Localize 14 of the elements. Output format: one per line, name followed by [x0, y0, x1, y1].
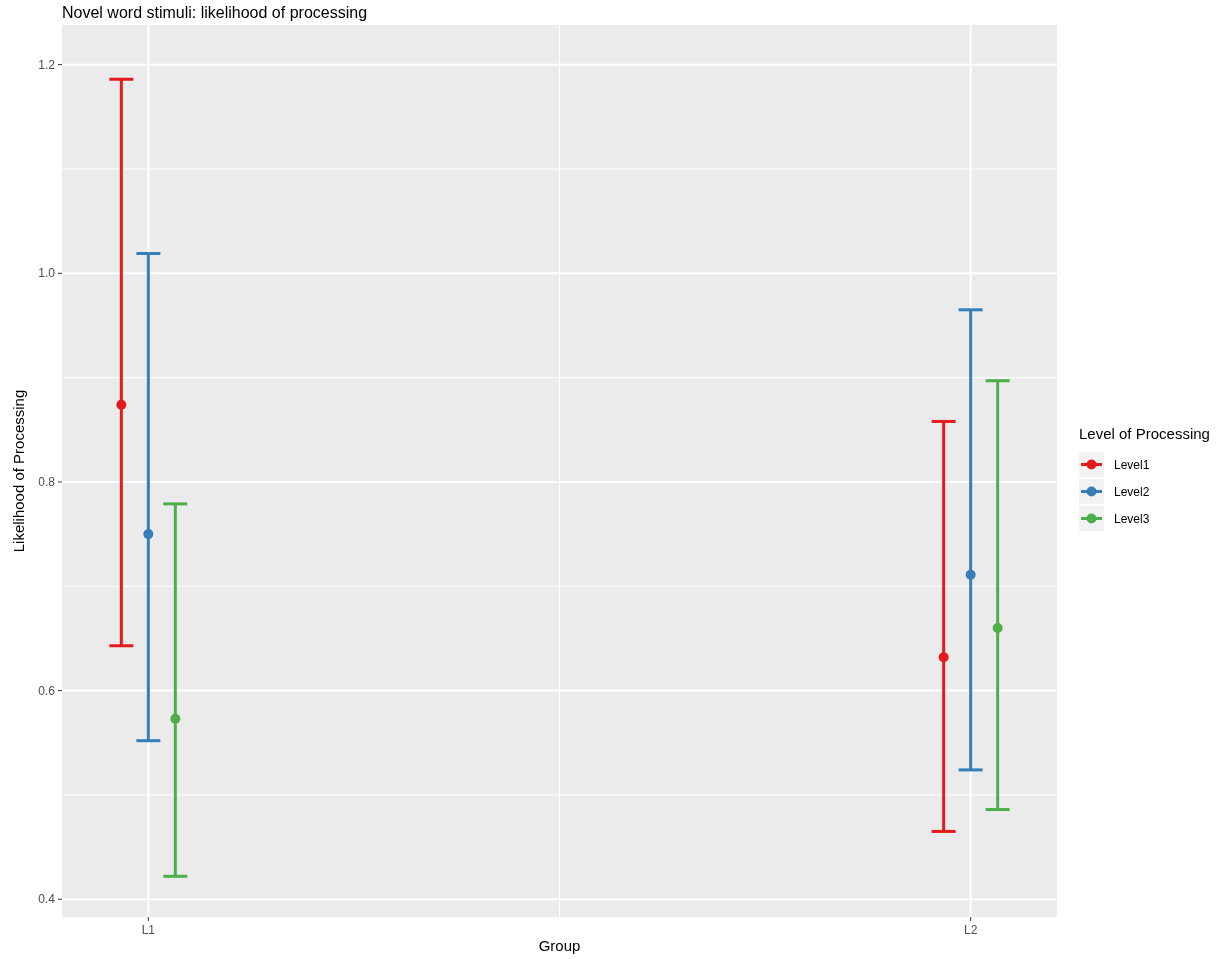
y-tick-label: 0.8 — [38, 475, 56, 490]
legend-label: Level3 — [1114, 511, 1150, 526]
legend-label: Level2 — [1114, 484, 1150, 499]
y-tick-label: 1.2 — [38, 57, 56, 72]
legend-label: Level1 — [1114, 457, 1150, 472]
y-tick-label: 1.0 — [38, 266, 56, 281]
legend-title: Level of Processing — [1079, 425, 1210, 442]
y-tick-label: 0.6 — [38, 683, 56, 698]
x-tick-label: L1 — [141, 923, 156, 937]
y-tick-label: 0.4 — [38, 892, 56, 907]
y-axis-title: Likelihood of Processing — [10, 389, 27, 553]
x-tick-label: L2 — [963, 923, 978, 937]
chart-title: Novel word stimuli: likelihood of processing — [62, 4, 368, 21]
x-axis-title: Group — [538, 937, 581, 954]
